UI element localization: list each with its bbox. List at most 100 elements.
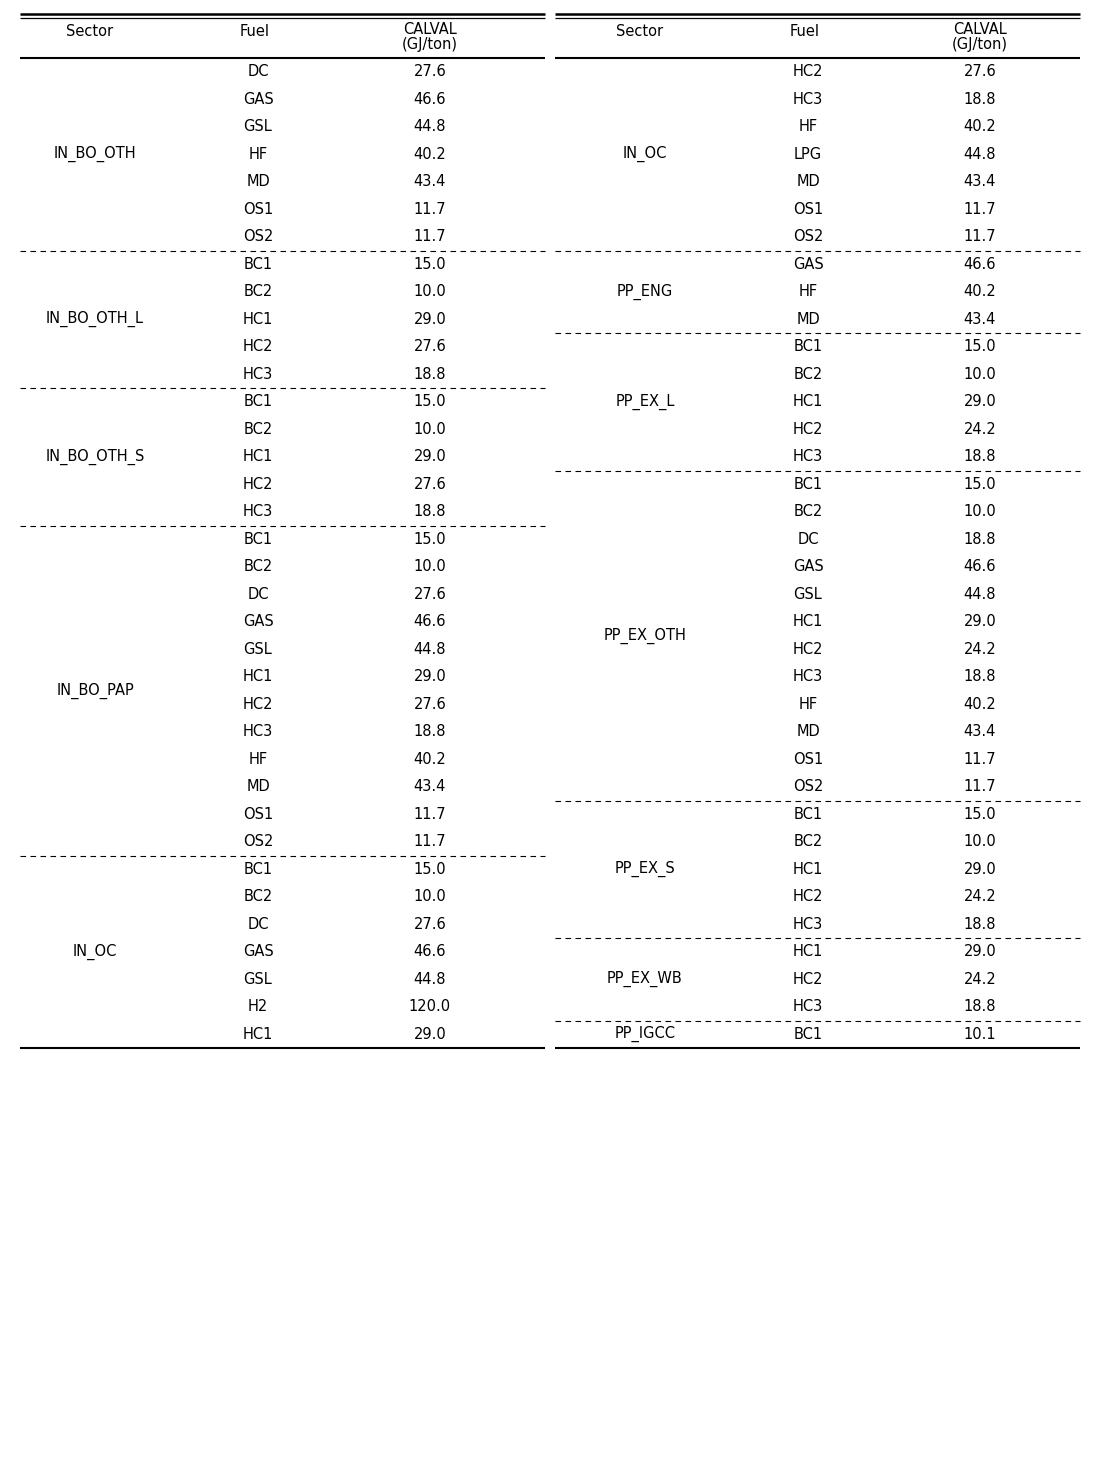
Text: PP_ENG: PP_ENG xyxy=(617,283,673,301)
Text: GAS: GAS xyxy=(793,257,824,271)
Text: HC2: HC2 xyxy=(793,65,823,79)
Text: PP_EX_L: PP_EX_L xyxy=(615,394,674,410)
Text: 44.8: 44.8 xyxy=(414,972,447,987)
Text: MD: MD xyxy=(246,780,270,795)
Text: 10.0: 10.0 xyxy=(414,559,447,575)
Text: OS2: OS2 xyxy=(793,229,823,245)
Text: 15.0: 15.0 xyxy=(964,806,997,822)
Text: GSL: GSL xyxy=(243,972,273,987)
Text: HC1: HC1 xyxy=(243,449,273,465)
Text: 27.6: 27.6 xyxy=(414,696,447,712)
Text: HC2: HC2 xyxy=(793,422,823,437)
Text: OS1: OS1 xyxy=(793,752,823,767)
Text: HC1: HC1 xyxy=(243,1026,273,1042)
Text: Sector: Sector xyxy=(616,25,663,40)
Text: 18.8: 18.8 xyxy=(964,916,997,932)
Text: 24.2: 24.2 xyxy=(964,422,997,437)
Text: 18.8: 18.8 xyxy=(414,366,447,381)
Text: GAS: GAS xyxy=(243,944,274,959)
Text: Fuel: Fuel xyxy=(790,25,820,40)
Text: OS2: OS2 xyxy=(243,229,273,245)
Text: HC1: HC1 xyxy=(243,312,273,327)
Text: IN_BO_OTH_S: IN_BO_OTH_S xyxy=(45,449,145,465)
Text: HF: HF xyxy=(799,284,817,299)
Text: HC1: HC1 xyxy=(793,862,823,877)
Text: HF: HF xyxy=(249,752,267,767)
Text: 43.4: 43.4 xyxy=(964,174,997,189)
Text: 24.2: 24.2 xyxy=(964,890,997,905)
Text: 18.8: 18.8 xyxy=(964,670,997,685)
Text: BC2: BC2 xyxy=(793,834,823,849)
Text: 43.4: 43.4 xyxy=(414,780,447,795)
Text: 11.7: 11.7 xyxy=(414,834,447,849)
Text: HC3: HC3 xyxy=(243,366,273,381)
Text: 11.7: 11.7 xyxy=(964,202,997,217)
Text: BC1: BC1 xyxy=(793,806,823,822)
Text: PP_EX_S: PP_EX_S xyxy=(615,861,675,877)
Text: GSL: GSL xyxy=(793,586,823,601)
Text: 15.0: 15.0 xyxy=(414,257,447,271)
Text: 29.0: 29.0 xyxy=(964,944,997,959)
Text: 44.8: 44.8 xyxy=(414,642,447,657)
Text: (GJ/ton): (GJ/ton) xyxy=(952,38,1008,53)
Text: LPG: LPG xyxy=(794,147,822,161)
Text: BC2: BC2 xyxy=(243,422,273,437)
Text: OS1: OS1 xyxy=(243,202,273,217)
Text: 18.8: 18.8 xyxy=(964,532,997,547)
Text: 15.0: 15.0 xyxy=(964,339,997,355)
Text: 18.8: 18.8 xyxy=(414,724,447,739)
Text: BC2: BC2 xyxy=(793,366,823,381)
Text: 40.2: 40.2 xyxy=(964,284,997,299)
Text: HC2: HC2 xyxy=(243,476,273,491)
Text: MD: MD xyxy=(796,724,820,739)
Text: HC1: HC1 xyxy=(793,614,823,629)
Text: BC2: BC2 xyxy=(793,504,823,519)
Text: 15.0: 15.0 xyxy=(414,532,447,547)
Text: 24.2: 24.2 xyxy=(964,972,997,987)
Text: BC2: BC2 xyxy=(243,559,273,575)
Text: HC1: HC1 xyxy=(793,394,823,409)
Text: HC2: HC2 xyxy=(793,890,823,905)
Text: BC1: BC1 xyxy=(243,394,273,409)
Text: PP_EX_WB: PP_EX_WB xyxy=(607,970,683,988)
Text: 10.0: 10.0 xyxy=(414,422,447,437)
Text: CALVAL: CALVAL xyxy=(403,22,456,37)
Text: BC1: BC1 xyxy=(793,339,823,355)
Text: 29.0: 29.0 xyxy=(964,862,997,877)
Text: CALVAL: CALVAL xyxy=(953,22,1007,37)
Text: MD: MD xyxy=(246,174,270,189)
Text: 43.4: 43.4 xyxy=(964,724,997,739)
Text: 29.0: 29.0 xyxy=(964,394,997,409)
Text: 120.0: 120.0 xyxy=(409,1000,451,1014)
Text: OS1: OS1 xyxy=(793,202,823,217)
Text: DC: DC xyxy=(248,916,268,932)
Text: 18.8: 18.8 xyxy=(964,449,997,465)
Text: HC1: HC1 xyxy=(243,670,273,685)
Text: OS2: OS2 xyxy=(793,780,823,795)
Text: HC3: HC3 xyxy=(793,92,823,107)
Text: HF: HF xyxy=(799,696,817,712)
Text: MD: MD xyxy=(796,312,820,327)
Text: 29.0: 29.0 xyxy=(414,670,447,685)
Text: HC2: HC2 xyxy=(243,696,273,712)
Text: IN_OC: IN_OC xyxy=(73,944,118,960)
Text: H2: H2 xyxy=(248,1000,268,1014)
Text: HF: HF xyxy=(249,147,267,161)
Text: DC: DC xyxy=(248,65,268,79)
Text: 29.0: 29.0 xyxy=(414,449,447,465)
Text: OS1: OS1 xyxy=(243,806,273,822)
Text: BC1: BC1 xyxy=(243,862,273,877)
Text: Sector: Sector xyxy=(66,25,113,40)
Text: HF: HF xyxy=(799,119,817,135)
Text: 43.4: 43.4 xyxy=(964,312,997,327)
Text: BC1: BC1 xyxy=(793,476,823,491)
Text: GAS: GAS xyxy=(243,92,274,107)
Text: OS2: OS2 xyxy=(243,834,273,849)
Text: Fuel: Fuel xyxy=(240,25,270,40)
Text: HC1: HC1 xyxy=(793,944,823,959)
Text: 11.7: 11.7 xyxy=(964,752,997,767)
Text: 46.6: 46.6 xyxy=(414,944,447,959)
Text: 10.0: 10.0 xyxy=(414,284,447,299)
Text: IN_BO_PAP: IN_BO_PAP xyxy=(56,682,134,699)
Text: HC3: HC3 xyxy=(243,504,273,519)
